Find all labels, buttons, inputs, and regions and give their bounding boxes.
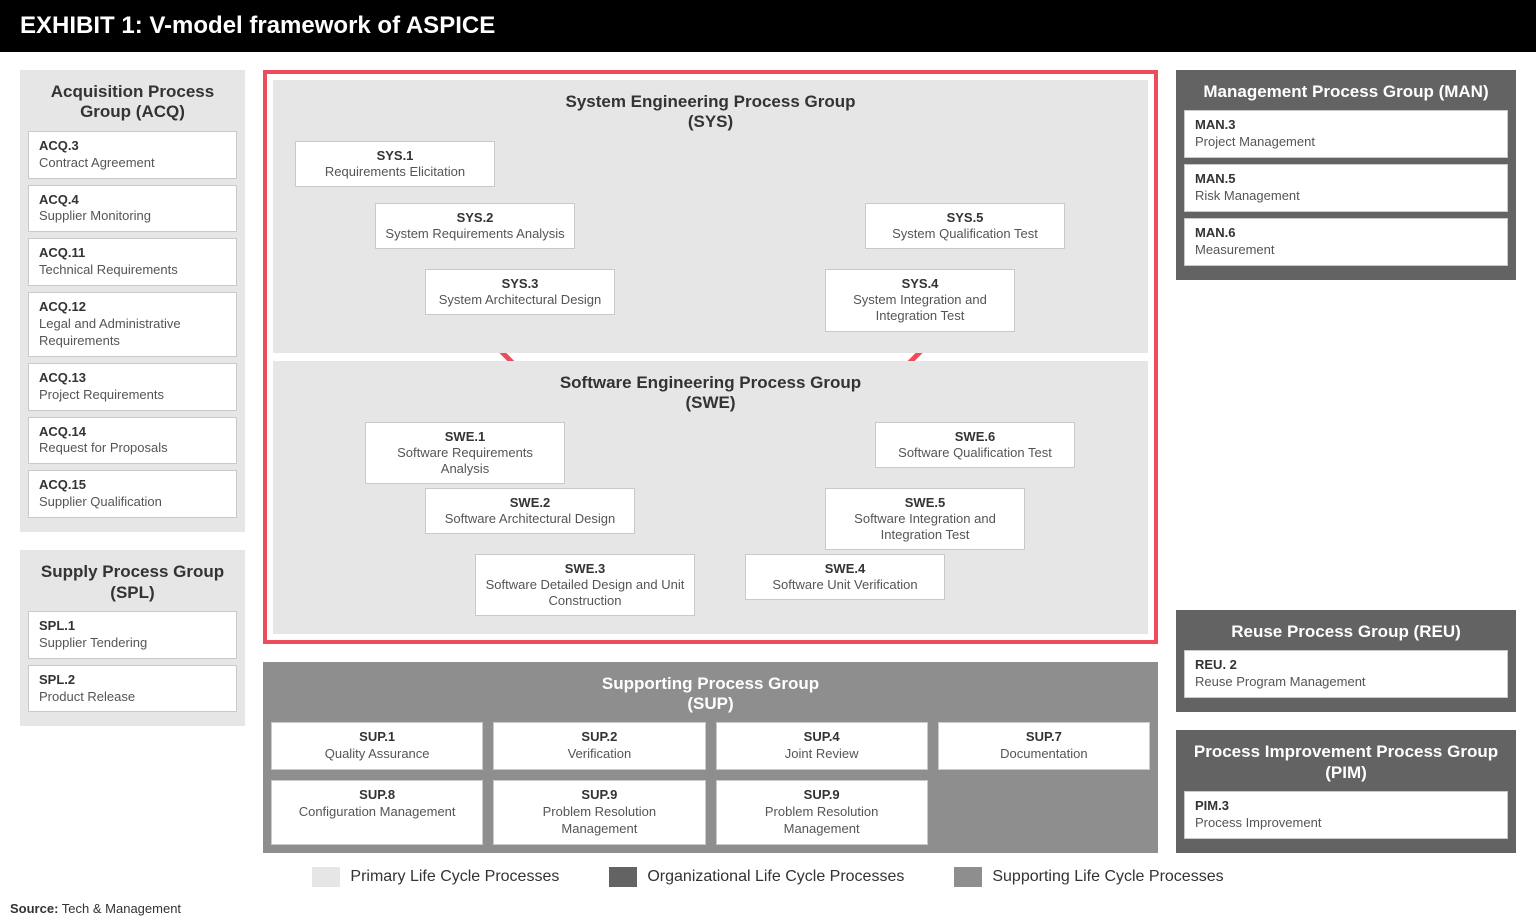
process-box: ACQ.11Technical Requirements (28, 238, 237, 286)
legend-org: Organizational Life Cycle Processes (609, 867, 904, 887)
swatch-org (609, 867, 637, 887)
swatch-supporting (954, 867, 982, 887)
swe1-box: SWE.1Software Requirements Analysis (365, 422, 565, 485)
swatch-primary (312, 867, 340, 887)
v-model-frame: System Engineering Process Group (SYS) S… (263, 70, 1158, 644)
legend-supporting: Supporting Life Cycle Processes (954, 867, 1223, 887)
process-box: SUP.8Configuration Management (271, 780, 483, 845)
acq-items: ACQ.3Contract Agreement ACQ.4Supplier Mon… (28, 131, 237, 518)
process-box: ACQ.12Legal and Administrative Requireme… (28, 292, 237, 357)
sys-grid: SYS.1Requirements Elicitation SYS.2Syste… (285, 141, 1136, 341)
sys2-box: SYS.2System Requirements Analysis (375, 203, 575, 250)
swe6-box: SWE.6Software Qualification Test (875, 422, 1075, 469)
sup-title: Supporting Process Group (SUP) (271, 670, 1150, 723)
sys3-box: SYS.3System Architectural Design (425, 269, 615, 316)
swe4-box: SWE.4Software Unit Verification (745, 554, 945, 601)
pim-items: PIM.3Process Improvement (1184, 791, 1508, 839)
swe2-box: SWE.2Software Architectural Design (425, 488, 635, 535)
source-line: Source: Tech & Management (0, 897, 1536, 916)
legend-primary: Primary Life Cycle Processes (312, 867, 559, 887)
acq-group: Acquisition Process Group (ACQ) ACQ.3Con… (20, 70, 245, 532)
pim-group: Process Improvement Process Group (PIM) … (1176, 730, 1516, 853)
process-box: ACQ.15Supplier Qualification (28, 470, 237, 518)
reu-group: Reuse Process Group (REU) REU. 2Reuse Pr… (1176, 610, 1516, 712)
process-box: SPL.1Supplier Tendering (28, 611, 237, 659)
center-column: System Engineering Process Group (SYS) S… (263, 70, 1158, 853)
spl-title: Supply Process Group (SPL) (28, 558, 237, 611)
sys5-box: SYS.5System Qualification Test (865, 203, 1065, 250)
process-box: MAN.6Measurement (1184, 218, 1508, 266)
spl-group: Supply Process Group (SPL) SPL.1Supplier… (20, 550, 245, 726)
sys-title: System Engineering Process Group (SYS) (285, 88, 1136, 141)
swe-panel: Software Engineering Process Group (SWE)… (273, 361, 1148, 634)
process-box: MAN.5Risk Management (1184, 164, 1508, 212)
process-box: SUP.4Joint Review (716, 722, 928, 770)
sys4-box: SYS.4System Integration and Integration … (825, 269, 1015, 332)
swe-grid: SWE.1Software Requirements Analysis SWE.… (285, 422, 1136, 622)
pim-title: Process Improvement Process Group (PIM) (1184, 738, 1508, 791)
swe5-box: SWE.5Software Integration and Integratio… (825, 488, 1025, 551)
man-title: Management Process Group (MAN) (1184, 78, 1508, 110)
man-group: Management Process Group (MAN) MAN.3Proj… (1176, 70, 1516, 280)
process-box: SUP.7Documentation (938, 722, 1150, 770)
man-items: MAN.3Project Management MAN.5Risk Managem… (1184, 110, 1508, 265)
process-box: ACQ.14Request for Proposals (28, 417, 237, 465)
sys-panel: System Engineering Process Group (SYS) S… (273, 80, 1148, 353)
swe3-box: SWE.3Software Detailed Design and Unit C… (475, 554, 695, 617)
process-box: ACQ.3Contract Agreement (28, 131, 237, 179)
process-box: SUP.1Quality Assurance (271, 722, 483, 770)
sup-grid: SUP.1Quality AssuranceSUP.2VerificationS… (271, 722, 1150, 844)
process-box: ACQ.4Supplier Monitoring (28, 185, 237, 233)
reu-items: REU. 2Reuse Program Management (1184, 650, 1508, 698)
process-box: PIM.3Process Improvement (1184, 791, 1508, 839)
process-box: SUP.2Verification (493, 722, 705, 770)
process-box: SPL.2Product Release (28, 665, 237, 713)
sys1-box: SYS.1Requirements Elicitation (295, 141, 495, 188)
process-box: REU. 2Reuse Program Management (1184, 650, 1508, 698)
left-column: Acquisition Process Group (ACQ) ACQ.3Con… (20, 70, 245, 853)
right-column: Management Process Group (MAN) MAN.3Proj… (1176, 70, 1516, 853)
legend: Primary Life Cycle Processes Organizatio… (0, 853, 1536, 897)
exhibit-title: EXHIBIT 1: V-model framework of ASPICE (0, 0, 1536, 52)
process-box: SUP.9Problem Resolution Management (493, 780, 705, 845)
process-box: ACQ.13Project Requirements (28, 363, 237, 411)
spl-items: SPL.1Supplier Tendering SPL.2Product Rele… (28, 611, 237, 713)
sup-group: Supporting Process Group (SUP) SUP.1Qual… (263, 662, 1158, 853)
process-box: SUP.9Problem Resolution Management (716, 780, 928, 845)
swe-title: Software Engineering Process Group (SWE) (285, 369, 1136, 422)
process-box: MAN.3Project Management (1184, 110, 1508, 158)
reu-title: Reuse Process Group (REU) (1184, 618, 1508, 650)
main-layout: Acquisition Process Group (ACQ) ACQ.3Con… (0, 52, 1536, 853)
acq-title: Acquisition Process Group (ACQ) (28, 78, 237, 131)
